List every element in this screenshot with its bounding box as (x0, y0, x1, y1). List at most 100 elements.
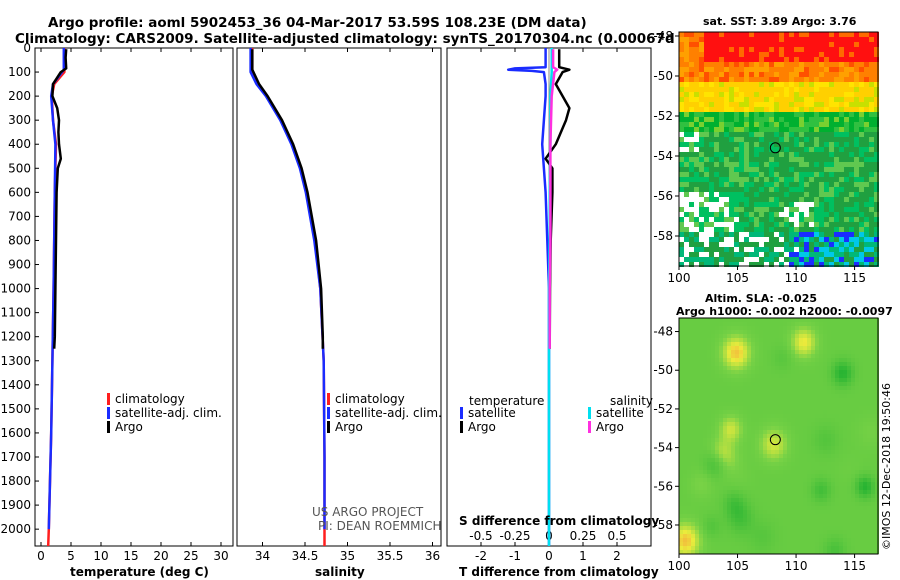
heatmap-cell (715, 406, 719, 410)
heatmap-cell (823, 526, 827, 530)
heatmap-cell (695, 478, 699, 482)
heatmap-cell (831, 446, 835, 450)
heatmap-cell (779, 342, 783, 346)
heatmap-cell (755, 482, 759, 486)
heatmap-cell (699, 422, 703, 426)
heatmap-cell (791, 398, 795, 402)
heatmap-cell (803, 446, 807, 450)
heatmap-cell (774, 222, 779, 227)
heatmap-cell (787, 518, 791, 522)
heatmap-cell (804, 97, 809, 102)
heatmap-cell (679, 502, 683, 506)
heatmap-cell (807, 506, 811, 510)
heatmap-cell (711, 358, 715, 362)
heatmap-cell (749, 222, 754, 227)
heatmap-cell (749, 92, 754, 97)
heatmap-cell (779, 182, 784, 187)
heatmap-cell (751, 490, 755, 494)
heatmap-cell (791, 454, 795, 458)
heatmap-cell (869, 207, 874, 212)
heatmap-cell (767, 366, 771, 370)
heatmap-cell (679, 82, 684, 87)
heatmap-cell (783, 490, 787, 494)
series-line-s-argo (548, 49, 559, 349)
heatmap-cell (851, 486, 855, 490)
heatmap-cell (684, 102, 689, 107)
heatmap-cell (804, 102, 809, 107)
heatmap-cell (729, 112, 734, 117)
heatmap-cell (723, 522, 727, 526)
heatmap-cell (695, 442, 699, 446)
heatmap-cell (855, 438, 859, 442)
heatmap-cell (871, 482, 875, 486)
heatmap-cell (799, 438, 803, 442)
heatmap-cell (791, 498, 795, 502)
heatmap-cell (827, 522, 831, 526)
heatmap-cell (875, 534, 879, 538)
heatmap-cell (707, 394, 711, 398)
heatmap-cell (804, 107, 809, 112)
heatmap-cell (711, 342, 715, 346)
heatmap-cell (783, 358, 787, 362)
heatmap-cell (754, 72, 759, 77)
heatmap-cell (687, 542, 691, 546)
heatmap-cell (834, 107, 839, 112)
heatmap-cell (807, 486, 811, 490)
heatmap-cell (704, 67, 709, 72)
heatmap-cell (799, 322, 803, 326)
heatmap-cell (849, 127, 854, 132)
heatmap-cell (739, 167, 744, 172)
heatmap-cell (819, 474, 823, 478)
heatmap-cell (831, 366, 835, 370)
heatmap-cell (739, 67, 744, 72)
heatmap-cell (864, 227, 869, 232)
heatmap-cell (679, 72, 684, 77)
heatmap-cell (689, 122, 694, 127)
heatmap-cell (835, 338, 839, 342)
heatmap-cell (803, 394, 807, 398)
heatmap-cell (859, 242, 864, 247)
heatmap-cell (694, 252, 699, 257)
heatmap-cell (763, 346, 767, 350)
heatmap-cell (684, 172, 689, 177)
heatmap-cell (819, 438, 823, 442)
heatmap-cell (767, 470, 771, 474)
heatmap-cell (869, 232, 874, 237)
heatmap-cell (759, 334, 763, 338)
heatmap-cell (759, 102, 764, 107)
heatmap-cell (794, 92, 799, 97)
heatmap-cell (731, 394, 735, 398)
heatmap-cell (679, 438, 683, 442)
heatmap-cell (843, 522, 847, 526)
heatmap-cell (759, 152, 764, 157)
heatmap-cell (819, 326, 823, 330)
heatmap-cell (839, 486, 843, 490)
heatmap-cell (803, 470, 807, 474)
heatmap-cell (791, 346, 795, 350)
heatmap-cell (859, 450, 863, 454)
heatmap-cell (869, 57, 874, 62)
heatmap-cell (715, 418, 719, 422)
heatmap-cell (747, 426, 751, 430)
heatmap-cell (795, 346, 799, 350)
heatmap-cell (747, 402, 751, 406)
heatmap-cell (751, 362, 755, 366)
heatmap-cell (723, 398, 727, 402)
heatmap-cell (839, 378, 843, 382)
heatmap-cell (843, 374, 847, 378)
heatmap-cell (699, 342, 703, 346)
heatmap-cell (867, 330, 871, 334)
heatmap-cell (855, 434, 859, 438)
heatmap-cell (869, 67, 874, 72)
heatmap-cell (703, 374, 707, 378)
heatmap-cell (839, 62, 844, 67)
heatmap-cell (754, 187, 759, 192)
heatmap-cell (799, 242, 804, 247)
heatmap-cell (703, 498, 707, 502)
heatmap-cell (807, 350, 811, 354)
heatmap-cell (755, 534, 759, 538)
heatmap-cell (864, 122, 869, 127)
heatmap-cell (814, 192, 819, 197)
heatmap-cell (839, 177, 844, 182)
heatmap-cell (699, 546, 703, 550)
